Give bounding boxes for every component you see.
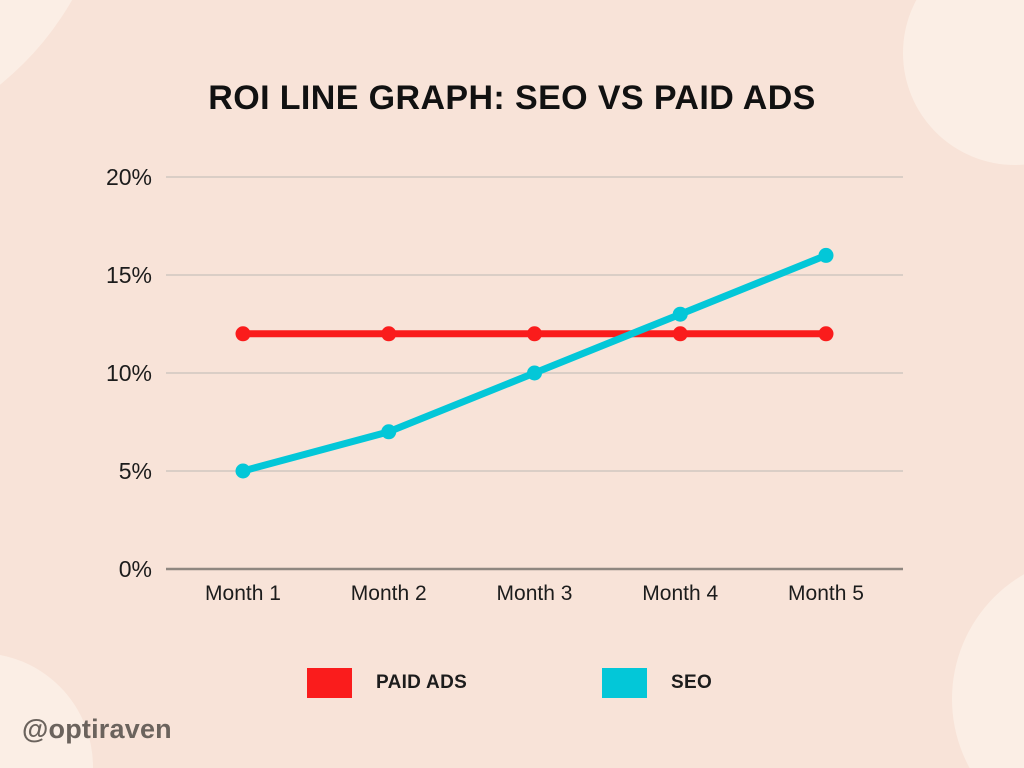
y-tick-label: 5% xyxy=(119,458,152,484)
data-point-seo xyxy=(672,306,688,322)
data-point-seo xyxy=(381,424,397,440)
y-tick-label: 10% xyxy=(106,360,152,386)
data-point-paid-ads xyxy=(381,326,397,342)
legend-item-paid-ads: PAID ADS xyxy=(307,668,467,698)
x-tick-label: Month 3 xyxy=(497,582,573,605)
y-tick-label: 0% xyxy=(119,556,152,582)
legend-item-seo: SEO xyxy=(602,668,712,698)
watermark-handle: @optiraven xyxy=(22,714,172,744)
y-tick-label: 15% xyxy=(106,262,152,288)
x-tick-label: Month 1 xyxy=(205,582,281,605)
data-point-paid-ads xyxy=(235,326,251,342)
x-tick-label: Month 4 xyxy=(642,582,718,605)
series-line-seo xyxy=(239,251,830,475)
data-point-seo xyxy=(527,365,542,381)
seo-legend-label: SEO xyxy=(671,672,713,693)
paid-ads-legend-label: PAID ADS xyxy=(376,672,468,693)
chart-title: ROI LINE GRAPH: SEO VS PAID ADS xyxy=(208,79,816,117)
x-tick-label: Month 2 xyxy=(351,582,427,605)
data-point-paid-ads xyxy=(818,326,834,342)
data-point-paid-ads xyxy=(672,326,688,342)
chart-legend: PAID ADS SEO xyxy=(0,668,1024,698)
x-tick-label: Month 5 xyxy=(788,582,864,605)
seo-color-swatch xyxy=(602,668,647,698)
paid-ads-color-swatch xyxy=(307,668,352,698)
data-point-seo xyxy=(818,247,834,263)
y-tick-label: 20% xyxy=(106,164,152,190)
data-point-seo xyxy=(235,463,251,479)
data-point-paid-ads xyxy=(527,326,542,342)
